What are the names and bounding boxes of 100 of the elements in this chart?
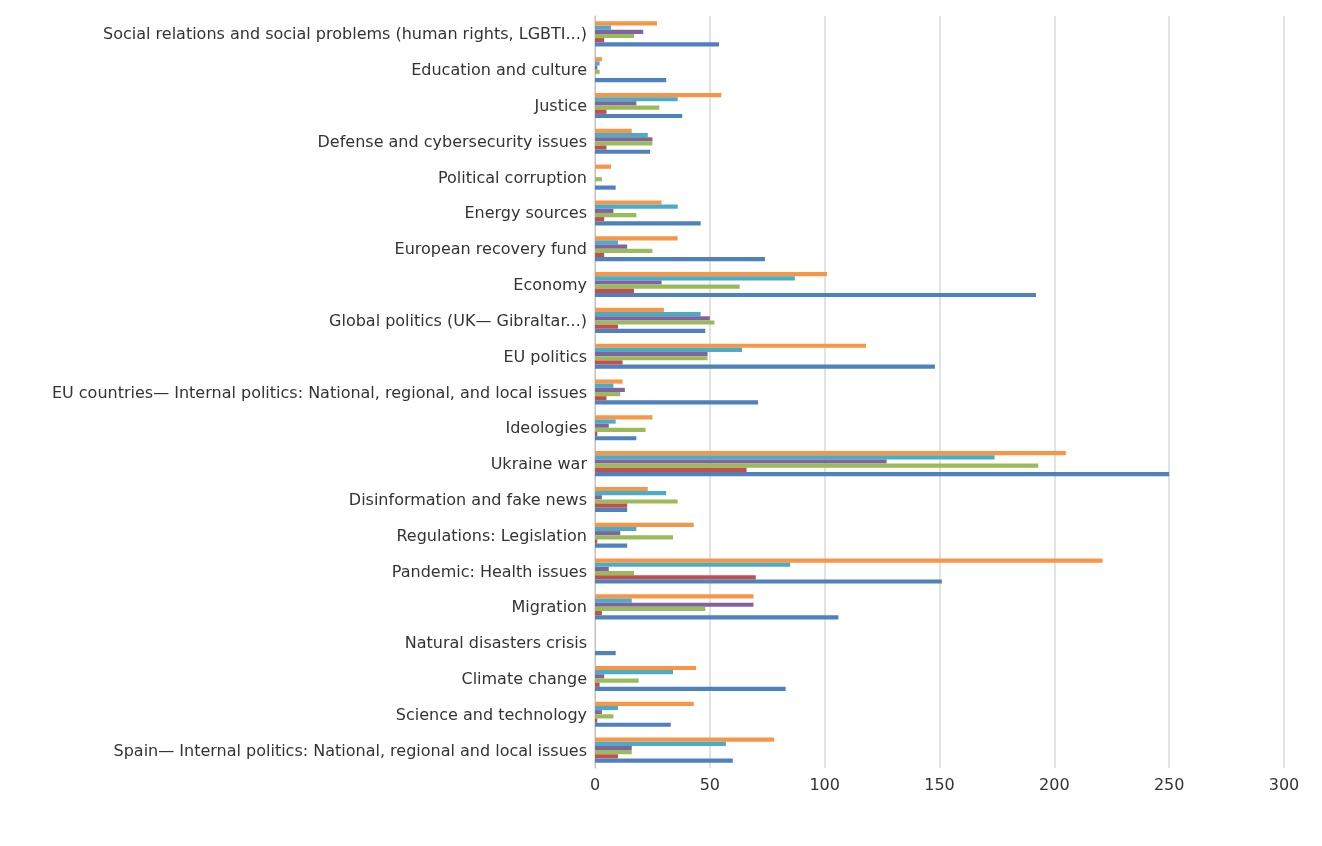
- y-tick-label: European recovery fund: [394, 239, 587, 259]
- bar: [595, 97, 678, 102]
- bar: [595, 571, 635, 576]
- bar: [595, 750, 632, 755]
- bar: [595, 459, 887, 464]
- bar: [595, 212, 637, 218]
- bar: [595, 137, 653, 142]
- x-tick-label: 0: [589, 774, 601, 794]
- bar: [595, 128, 632, 133]
- bar: [595, 722, 671, 727]
- bar: [595, 737, 775, 742]
- bar: [595, 105, 660, 110]
- bar: [595, 288, 635, 293]
- bar: [595, 758, 733, 763]
- bar: [595, 217, 605, 222]
- bar: [595, 387, 625, 392]
- bar: [595, 324, 618, 329]
- bar: [595, 352, 708, 357]
- bar: [595, 208, 614, 213]
- y-tick-label: Justice: [533, 96, 587, 116]
- bar: [595, 240, 618, 245]
- bar: [595, 400, 759, 405]
- bar: [595, 360, 623, 365]
- bar: [595, 594, 754, 599]
- bar: [595, 248, 653, 253]
- y-tick-label: Ideologies: [505, 418, 587, 438]
- bar: [595, 57, 602, 62]
- bar: [595, 543, 628, 548]
- bar: [595, 33, 635, 39]
- bar: [595, 252, 605, 258]
- bar: [595, 615, 839, 620]
- y-tick-label: Defense and cybersecurity issues: [317, 131, 587, 151]
- y-tick-label: Energy sources: [464, 203, 587, 223]
- bar: [595, 419, 616, 424]
- bar: [595, 307, 664, 313]
- bar: [595, 651, 616, 656]
- bar: [595, 499, 678, 504]
- bar: [595, 606, 706, 612]
- bar: [595, 236, 678, 241]
- bar: [595, 674, 605, 679]
- bar: [595, 61, 600, 66]
- x-tick-label: 100: [809, 774, 840, 794]
- y-tick-label: Science and technology: [395, 704, 587, 724]
- bar: [595, 347, 742, 353]
- bar: [595, 280, 662, 285]
- bar: [595, 343, 867, 348]
- bar: [595, 221, 701, 226]
- bar: [595, 284, 740, 289]
- bar: [595, 132, 648, 138]
- bar: [595, 463, 1039, 468]
- bar: [595, 611, 602, 616]
- y-tick-label: EU politics: [503, 346, 587, 366]
- x-tick-label: 150: [924, 774, 955, 794]
- bar: [595, 109, 607, 114]
- y-tick-label: Disinformation and fake news: [348, 489, 587, 509]
- bar: [595, 312, 701, 317]
- bar: [595, 467, 747, 472]
- bar: [595, 718, 598, 723]
- bar: [595, 177, 602, 182]
- bar: [595, 415, 653, 420]
- x-tick-label: 250: [1153, 774, 1185, 794]
- bar: [595, 356, 708, 361]
- bar: [595, 42, 720, 47]
- bar: [595, 78, 667, 83]
- bar: [595, 575, 756, 580]
- bar: [595, 292, 1036, 298]
- bar: [595, 257, 765, 262]
- bar: [595, 145, 607, 150]
- y-tick-label: Economy: [513, 275, 587, 295]
- bar: [595, 682, 600, 687]
- bar: [595, 495, 602, 500]
- bar: [595, 200, 662, 205]
- bar: [595, 678, 639, 683]
- x-tick-label: 300: [1268, 774, 1300, 794]
- bar: [595, 535, 674, 540]
- bar: [595, 562, 791, 567]
- bar: [595, 526, 637, 532]
- y-tick-label: Climate change: [461, 668, 587, 688]
- y-tick-label: Pandemic: Health issues: [391, 561, 587, 581]
- bar: [595, 598, 632, 603]
- bar: [595, 602, 754, 607]
- bar: [595, 379, 623, 384]
- x-tick-label: 50: [699, 774, 721, 794]
- y-tick-label: Regulations: Legislation: [396, 525, 587, 545]
- bar: [595, 328, 706, 333]
- bar: [595, 566, 609, 572]
- bar: [595, 69, 600, 74]
- bar: [595, 486, 648, 492]
- bar: [595, 745, 632, 751]
- bar: [595, 392, 621, 397]
- bar: [595, 25, 612, 30]
- bar: [595, 471, 1170, 477]
- bar: [595, 579, 942, 584]
- y-tick-label: Ukraine war: [490, 454, 588, 474]
- bar: [595, 320, 715, 325]
- bar: [595, 244, 628, 249]
- bar: [595, 522, 694, 527]
- bar: [595, 113, 683, 119]
- bar: [595, 503, 628, 508]
- y-tick-label: Political corruption: [437, 167, 587, 187]
